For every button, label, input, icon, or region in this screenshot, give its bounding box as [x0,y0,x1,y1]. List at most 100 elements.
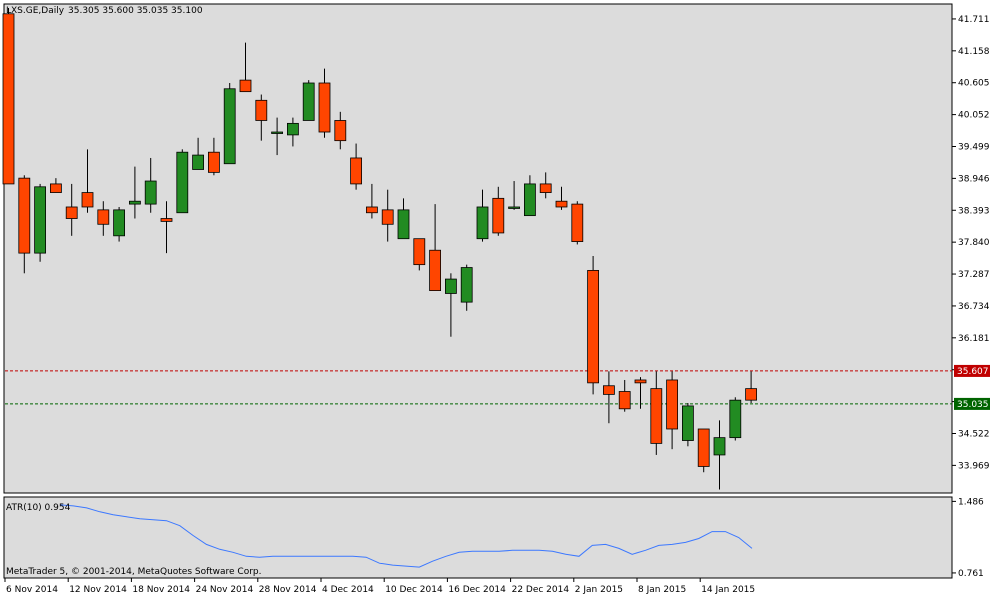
candle [350,143,363,190]
candle [476,189,489,242]
time-tick-label: 16 Dec 2014 [448,585,506,595]
candle-body [113,209,125,237]
atr-axis: 1.486 0.761 [952,497,984,579]
price-tick-label: 36.181 [958,334,990,344]
price-tick-label: 37.287 [958,270,990,280]
candle [81,149,94,213]
candle-body [539,183,552,193]
candle [460,264,473,311]
candle [618,379,631,412]
candle [603,371,615,424]
candle [318,68,331,138]
candle-body [302,82,315,121]
candle [634,377,647,409]
candle-body [271,131,284,134]
candle-body [192,154,205,170]
candle-body [97,209,110,225]
candle [365,183,378,219]
candle-body [492,197,505,234]
candle-body [444,278,457,294]
candle-body [286,122,299,136]
bid-price-badge-label: 35.035 [957,400,989,410]
candle-body [666,379,678,430]
candle-body [603,385,615,395]
candle-body [207,151,220,173]
price-tick-label: 40.605 [958,79,990,89]
candle-body [697,428,710,467]
candle-body [223,88,236,165]
candle-body [128,200,141,205]
candle [144,157,157,213]
chart-ohlc-label: 35.305 35.600 35.035 35.100 [68,6,203,16]
candle [113,206,125,242]
atr-tick-label: 1.486 [958,497,984,507]
candle-body [255,99,268,121]
atr-panel[interactable] [3,496,953,579]
candle-body [476,206,489,240]
candle [176,149,189,214]
candle [18,175,31,274]
candle [128,166,141,219]
time-tick-label: 6 Nov 2014 [6,585,58,595]
chart-symbol-label: LXS.GE,Daily [6,6,65,16]
copyright-label: MetaTrader 5, © 2001-2014, MetaQuotes So… [6,567,262,577]
candle-body [176,151,189,214]
price-tick-label: 38.393 [958,206,990,216]
candle-body [239,79,252,93]
candle-body [381,209,394,225]
candle-body [587,270,599,384]
candle-body [555,200,568,208]
candle-body [144,180,157,205]
candle [34,183,46,262]
candle [334,111,347,150]
candle-body [413,238,426,266]
candle [286,117,299,147]
candle-body [571,203,584,242]
candle [745,371,757,404]
time-tick-label: 8 Jan 2015 [638,585,686,595]
candle [239,42,252,93]
candle [729,397,742,441]
price-tick-label: 38.946 [958,174,990,184]
bid-price-badge [954,397,990,410]
price-tick-label: 33.969 [958,461,990,471]
price-tick-label: 41.711 [958,15,990,25]
candle [682,403,694,447]
price-axis: 41.711 41.158 40.605 40.052 39.499 38.946 38.3… [952,15,990,471]
ask-price-badge-label: 35.607 [957,367,989,377]
time-tick-label: 4 Dec 2014 [322,585,374,595]
candle-body [618,391,631,410]
candle [50,178,62,193]
candle-body [634,379,647,384]
price-panel[interactable] [3,3,953,494]
candle-body [524,183,536,217]
candle [650,371,663,455]
candle-body [650,388,663,444]
atr-tick-label: 0.761 [958,569,984,579]
candle-body [65,206,78,219]
candle [65,183,78,236]
time-axis: 6 Nov 2014 12 Nov 2014 18 Nov 2014 24 Nov 2… [4,578,755,595]
candle-body [2,13,15,185]
candle [160,201,173,254]
candle-body [508,206,521,209]
candle [555,186,568,210]
candle-body [50,183,62,193]
candle [302,80,315,121]
candle [271,117,284,156]
price-tick-label: 37.840 [958,238,990,248]
candle [397,198,410,240]
candles [2,8,757,490]
atr-line [59,504,753,568]
candle [492,186,505,236]
price-lines [5,370,952,405]
time-tick-label: 28 Nov 2014 [259,585,317,595]
price-tick-label: 36.734 [958,302,990,312]
time-tick-label: 24 Nov 2014 [196,585,254,595]
candle [2,8,15,185]
candle-body [34,186,46,254]
candle [587,255,599,395]
candle [97,201,110,236]
candle [524,175,536,217]
